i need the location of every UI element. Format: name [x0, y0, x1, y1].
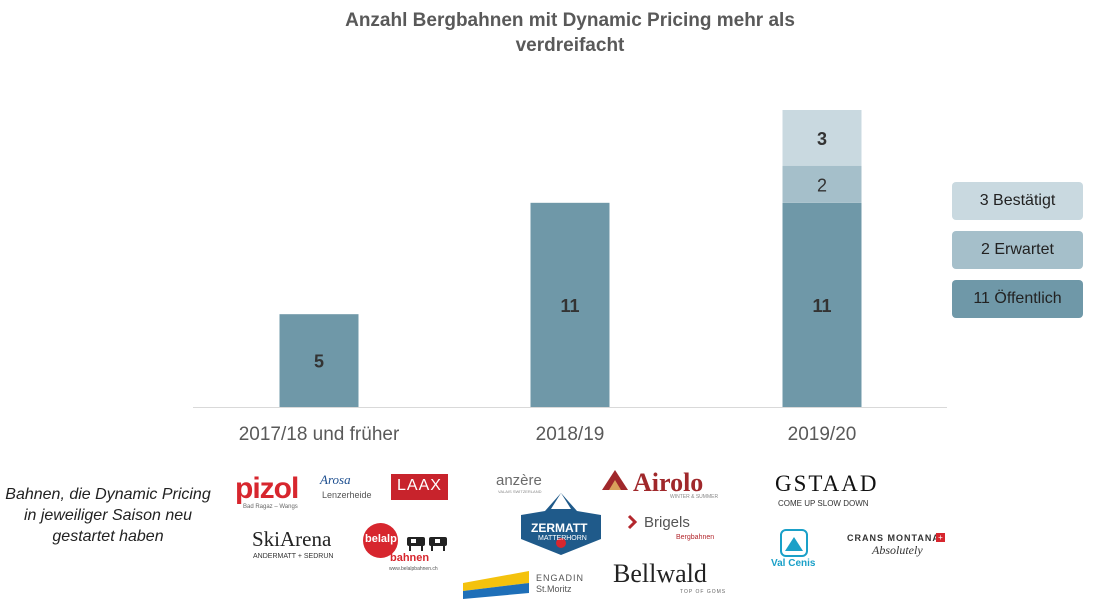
bar-erwartet-2 [782, 165, 862, 203]
brigels-logo-text: Brigels [644, 514, 690, 531]
laax-logo-text: LAAX [397, 477, 442, 494]
airolo-logo-sub: WINTER & SUMMER [670, 494, 719, 500]
engadin-logo-text: ENGADIN [536, 573, 585, 583]
data-label-oeffentlich-1: 11 [560, 296, 579, 316]
engadin-wave-icon [463, 569, 529, 599]
data-label-oeffentlich-0: 5 [314, 352, 324, 372]
chart-title-line-1: Anzahl Bergbahnen mit Dynamic Pricing me… [345, 10, 795, 31]
belalp-badge [363, 523, 398, 558]
crans-logo-sub: Absolutely [872, 543, 923, 557]
data-label-erwartet-2: 2 [817, 175, 827, 195]
pizol-logo-sub: Bad Ragaz – Wangs [243, 504, 298, 510]
brigels-mark-icon [627, 514, 641, 530]
pizol-logo-text: pizol [235, 472, 299, 505]
belalp-logo-sub: bahnen [390, 552, 430, 564]
zermatt-shield [519, 491, 603, 557]
bar-oeffentlich-0 [279, 314, 359, 407]
x-tick-labels: 2017/18 und früher 2018/19 2019/20 [239, 424, 857, 445]
logo-laax: LAAX [391, 474, 448, 500]
crans-swiss-flag-icon: + [936, 533, 945, 542]
bar-oeffentlich-1 [530, 202, 610, 407]
legend-item-oeffentlich: 11 Öffentlich [952, 280, 1083, 318]
belalp-logo-url: www.belalpbahnen.ch [389, 566, 438, 572]
gstaad-logo-text: GSTAAD [775, 471, 879, 496]
crans-logo-text: CRANS MONTANA [847, 533, 940, 543]
x-tick-label-0: 2017/18 und früher [239, 424, 400, 445]
valcenis-logo-text: Val Cenis [771, 558, 816, 569]
belalp-logo-text: belalp [365, 533, 397, 545]
chart-title-line-2: verdreifacht [515, 35, 625, 56]
bellwald-logo-sub: TOP OF GOMS [680, 589, 727, 595]
airolo-sun-icon [602, 470, 628, 490]
bar-bestaetigt-2 [782, 110, 862, 166]
skiarena-logo-sub: ANDERMATT + SEDRUN [253, 553, 334, 560]
skiarena-logo-text: SkiArena [252, 527, 332, 551]
belalp-cows-icon [405, 533, 451, 551]
chart-title: Anzahl Bergbahnen mit Dynamic Pricing me… [290, 8, 850, 58]
legend-item-erwartet: 2 Erwartet [952, 231, 1083, 269]
valcenis-emblem [780, 529, 808, 557]
anzere-logo-text: anzère [496, 472, 542, 489]
valcenis-mountain-icon [785, 537, 803, 551]
bar-chart: 5 11 11 2 3 2017/18 und früher 2018/19 2019/20 [193, 110, 947, 445]
airolo-emblem [600, 464, 630, 492]
bar-oeffentlich-2 [782, 202, 862, 407]
zermatt-logo-text: ZERMATT [531, 521, 588, 535]
data-label-bestaetigt-2: 3 [817, 129, 827, 149]
airolo-logo-text: Airolo [633, 468, 704, 497]
legend-item-bestaetigt: 3 Bestätigt [952, 182, 1083, 220]
anzere-logo-sub: VALAIS SWITZERLAND [498, 489, 542, 494]
bellwald-logo-text: Bellwald [613, 559, 707, 588]
x-tick-label-1: 2018/19 [536, 424, 605, 445]
brigels-logo-sub: Bergbahnen [676, 534, 715, 541]
gstaad-logo-sub: COME UP SLOW DOWN [778, 499, 869, 508]
arosa-logo-sub: Lenzerheide [322, 490, 372, 500]
arosa-logo-text: Arosa [320, 472, 351, 487]
zermatt-logo-sub: MATTERHORN [538, 535, 587, 542]
data-label-oeffentlich-2: 11 [812, 296, 831, 316]
engadin-logo-sub: St.Moritz [536, 584, 572, 594]
logos-caption: Bahnen, die Dynamic Pricing in jeweilige… [5, 486, 211, 545]
bars-group: 5 11 11 2 3 [279, 110, 862, 407]
x-tick-label-2: 2019/20 [788, 424, 857, 445]
